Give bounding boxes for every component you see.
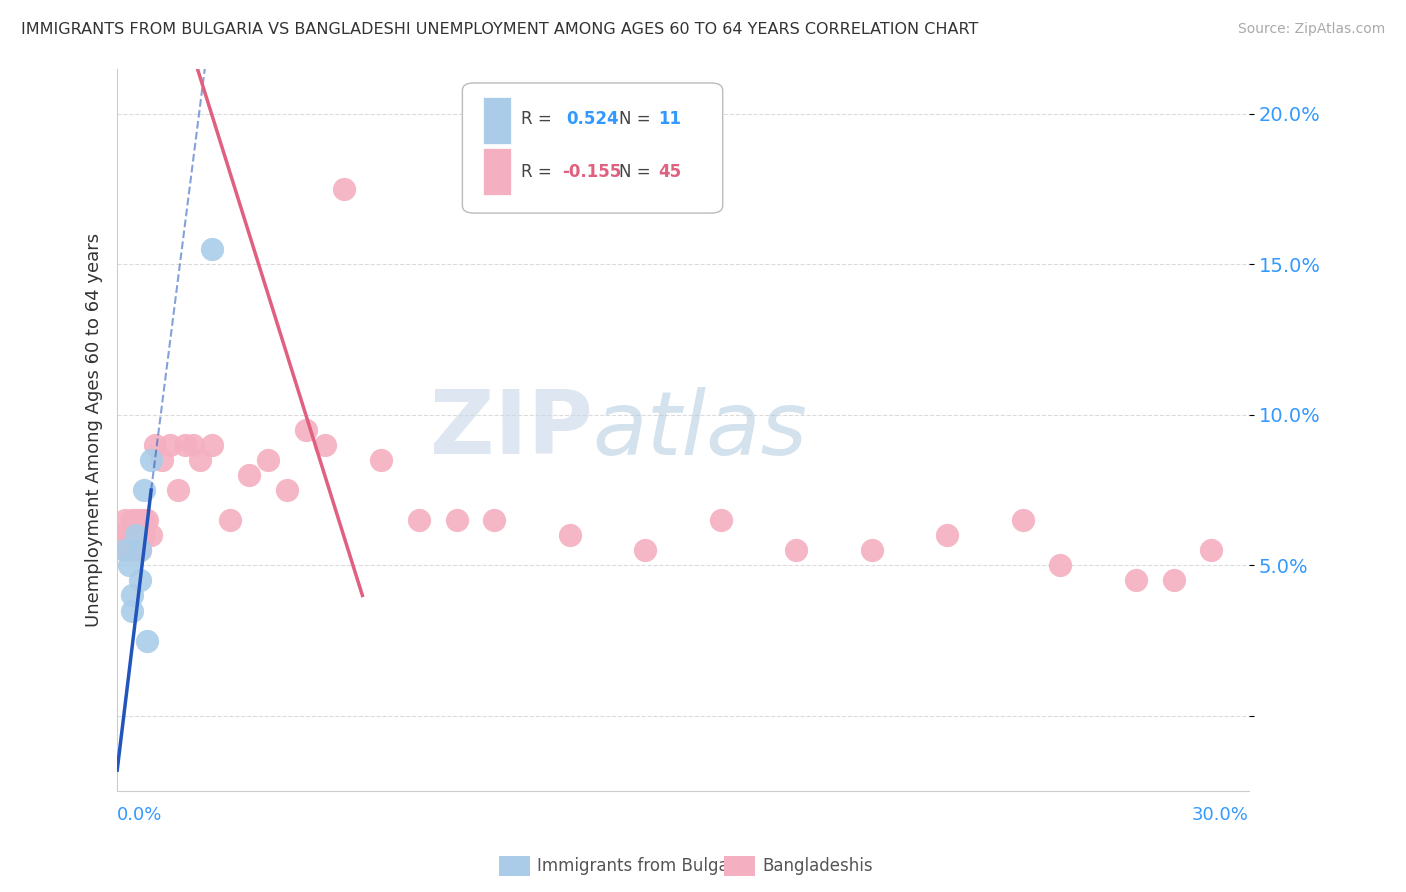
Point [139, 528, 162, 542]
Point [132, 513, 155, 527]
Bar [482, 148, 510, 195]
Point [128, 543, 150, 558]
Point [143, 438, 166, 452]
Point [200, 438, 222, 452]
Point [1049, 558, 1071, 573]
Point [136, 633, 159, 648]
Point [558, 528, 581, 542]
Point [117, 528, 139, 542]
Point [152, 453, 174, 467]
Point [128, 574, 150, 588]
Point [121, 528, 143, 542]
Point [276, 483, 298, 497]
Point [174, 438, 197, 452]
Text: IMMIGRANTS FROM BULGARIA VS BANGLADESHI UNEMPLOYMENT AMONG AGES 60 TO 64 YEARS C: IMMIGRANTS FROM BULGARIA VS BANGLADESHI … [21, 22, 979, 37]
Point [114, 513, 136, 527]
Text: Source: ZipAtlas.com: Source: ZipAtlas.com [1237, 22, 1385, 37]
Point [139, 453, 162, 467]
Point [1011, 513, 1033, 527]
Text: Bangladeshis: Bangladeshis [762, 857, 873, 875]
Point [1163, 574, 1185, 588]
Point [132, 483, 155, 497]
Point [634, 543, 657, 558]
Text: ZIP: ZIP [430, 386, 592, 474]
Point [200, 242, 222, 256]
Point [159, 438, 181, 452]
Point [1125, 574, 1147, 588]
Text: N =: N = [619, 163, 650, 181]
Point [121, 603, 143, 617]
Point [332, 182, 354, 196]
Text: 0.0%: 0.0% [117, 806, 163, 824]
Point [257, 453, 280, 467]
Point [125, 543, 148, 558]
Text: N =: N = [619, 110, 650, 128]
Point [117, 543, 139, 558]
Point [125, 513, 148, 527]
Point [370, 453, 392, 467]
Text: 0.524: 0.524 [567, 110, 619, 128]
Point [785, 543, 807, 558]
FancyBboxPatch shape [463, 83, 723, 213]
Point [936, 528, 959, 542]
Point [238, 468, 260, 483]
Point [219, 513, 242, 527]
Text: R =: R = [522, 110, 553, 128]
Text: atlas: atlas [592, 387, 807, 473]
Point [121, 513, 143, 527]
Point [408, 513, 430, 527]
Point [114, 543, 136, 558]
Text: 30.0%: 30.0% [1192, 806, 1249, 824]
Point [128, 543, 150, 558]
Text: R =: R = [522, 163, 553, 181]
Text: 11: 11 [658, 110, 681, 128]
Point [710, 513, 733, 527]
Point [117, 558, 139, 573]
Point [484, 513, 506, 527]
Y-axis label: Unemployment Among Ages 60 to 64 years: Unemployment Among Ages 60 to 64 years [86, 233, 103, 627]
Bar [482, 97, 510, 145]
Point [128, 513, 150, 527]
Text: 45: 45 [658, 163, 682, 181]
Point [1199, 543, 1222, 558]
Point [110, 528, 132, 542]
Point [114, 543, 136, 558]
Point [136, 513, 159, 527]
Point [314, 438, 336, 452]
Point [121, 589, 143, 603]
Point [181, 438, 204, 452]
Text: Immigrants from Bulgaria: Immigrants from Bulgaria [537, 857, 751, 875]
Text: -0.155: -0.155 [562, 163, 621, 181]
Point [446, 513, 468, 527]
Point [295, 423, 318, 437]
Point [860, 543, 883, 558]
Point [166, 483, 188, 497]
Point [125, 528, 148, 542]
Point [188, 453, 211, 467]
Point [132, 528, 155, 542]
